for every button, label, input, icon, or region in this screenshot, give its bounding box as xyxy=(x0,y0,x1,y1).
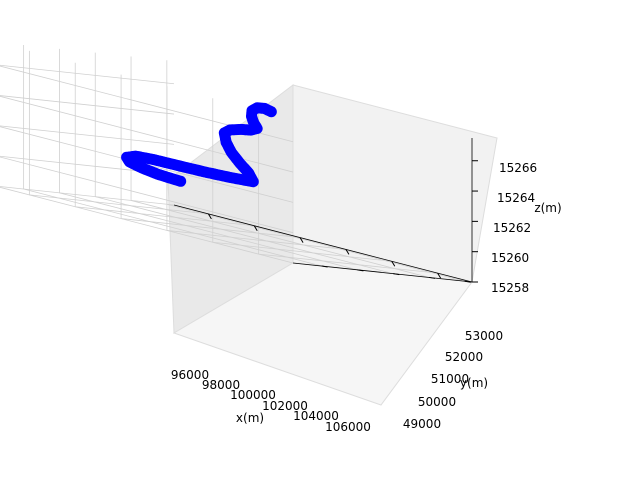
y-tick-mark xyxy=(464,280,471,283)
grid-line xyxy=(59,192,358,271)
grid-line xyxy=(0,95,175,115)
z-tick-label: 15260 xyxy=(491,251,529,265)
x-tick-mark xyxy=(299,237,304,243)
grid-line xyxy=(166,203,465,282)
x-tick-mark xyxy=(437,272,442,279)
grid-line xyxy=(0,64,175,85)
z-tick-labels: 15258 15260 15262 15264 15266 xyxy=(491,161,537,295)
x-tick-label: 104000 xyxy=(293,409,339,423)
z-tick-label: 15258 xyxy=(491,281,529,295)
x-tick-label: 100000 xyxy=(230,388,276,402)
y-tick-mark xyxy=(428,276,436,279)
grid-line xyxy=(0,156,294,234)
y-tick-label: 50000 xyxy=(418,395,456,409)
grid-line xyxy=(0,186,175,206)
grid-line xyxy=(23,188,322,267)
x-tick-label: 98000 xyxy=(202,378,240,392)
x-tick-labels: 96000 98000 100000 102000 104000 106000 xyxy=(171,368,371,434)
grid-lines xyxy=(0,45,465,282)
y-tick-mark xyxy=(393,273,400,276)
y-tick-labels: 49000 50000 51000 52000 53000 xyxy=(403,329,503,431)
grid-line xyxy=(0,125,175,145)
pane-back xyxy=(292,84,498,283)
y-tick-mark xyxy=(357,269,364,272)
z-tick-label: 15264 xyxy=(497,191,535,205)
y-tick-label: 53000 xyxy=(465,329,503,343)
trajectory-series xyxy=(121,102,277,188)
z-tick-label: 15266 xyxy=(499,161,537,175)
z-tick-label: 15262 xyxy=(493,221,531,235)
x-tick-label: 96000 xyxy=(171,368,209,382)
y-tick-label: 52000 xyxy=(445,350,483,364)
x-tick-label: 102000 xyxy=(262,399,308,413)
grid-line xyxy=(130,200,430,278)
x-tick-mark xyxy=(207,213,212,220)
x-axis-line xyxy=(173,204,473,283)
x-tick-label: 106000 xyxy=(325,420,371,434)
y-tick-label: 49000 xyxy=(403,417,441,431)
x-tick-mark xyxy=(253,225,258,231)
x-tick-mark xyxy=(391,261,396,267)
y-tick-label: 51000 xyxy=(431,372,469,386)
grid-line xyxy=(0,186,294,264)
y-axis-label: y(m) xyxy=(460,376,488,390)
tick-marks xyxy=(207,160,478,283)
trajectory-point xyxy=(265,106,277,118)
y-tick-mark xyxy=(321,265,328,268)
grid-line xyxy=(95,196,394,275)
x-tick-mark xyxy=(345,249,350,255)
x-axis-label: x(m) xyxy=(236,411,264,425)
z-axis-label: z(m) xyxy=(534,201,561,215)
